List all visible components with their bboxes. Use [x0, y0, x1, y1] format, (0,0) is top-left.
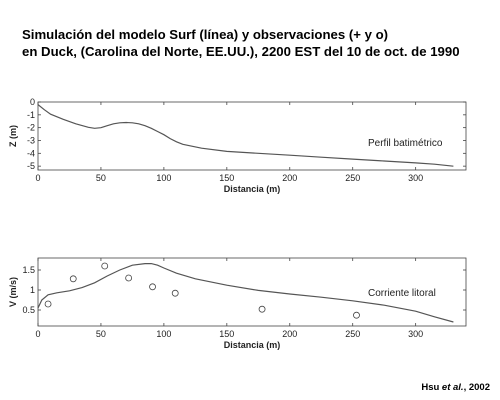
x-tick-label: 50	[96, 329, 106, 339]
x-tick-label: 0	[35, 173, 40, 183]
y-tick-label: -1	[27, 110, 35, 120]
y-tick-label: -3	[27, 135, 35, 145]
y-tick-label: -4	[27, 148, 35, 158]
x-tick-label: 100	[156, 329, 171, 339]
bathymetric-profile-chart: 0 50 100 150 200 250 300 0 -1 -2 -3 -4 -5 Distancia (…	[8, 97, 467, 194]
x-tick-label: 0	[35, 329, 40, 339]
chart-annotation: Perfil batimétrico	[368, 138, 443, 149]
y-tick-label: 0	[30, 97, 35, 107]
x-axis-label: Distancia (m)	[224, 340, 281, 350]
plot-frame	[37, 101, 467, 171]
observation-point	[125, 274, 133, 282]
title-line-1: Simulación del modelo Surf (línea) y obs…	[22, 27, 389, 42]
chart-annotation: Corriente litoral	[368, 288, 436, 299]
x-tick-label: 250	[345, 329, 360, 339]
x-tick-label: 300	[408, 173, 423, 183]
credit-etal: et al.	[441, 382, 464, 393]
x-tick-label: 100	[156, 173, 171, 183]
y-axis-label: Z (m)	[8, 125, 18, 147]
x-tick-label: 150	[219, 173, 234, 183]
x-axis-label: Distancia (m)	[224, 184, 281, 194]
y-tick-label: -5	[27, 161, 35, 171]
observation-point	[171, 289, 179, 297]
source-credit: Hsu et al., 2002	[421, 382, 490, 393]
observation-point	[101, 262, 109, 270]
y-tick-label: 1.5	[22, 265, 35, 275]
credit-year: , 2002	[463, 382, 490, 393]
longshore-current-chart: 0 50 100 150 200 250 300 0.5 1 1.5 Distancia (m) V …	[8, 257, 467, 350]
x-tick-label: 150	[219, 329, 234, 339]
title-line-2: en Duck, (Carolina del Norte, EE.UU.), 2…	[22, 44, 460, 59]
plot-frame	[37, 257, 467, 327]
x-tick-label: 300	[408, 329, 423, 339]
y-axis-label: V (m/s)	[8, 277, 18, 307]
y-tick-label: -2	[27, 123, 35, 133]
credit-author: Hsu	[421, 382, 440, 393]
x-tick-label: 250	[345, 173, 360, 183]
chart-title: Simulación del modelo Surf (línea) y obs…	[22, 26, 492, 60]
series-line	[37, 104, 454, 167]
y-tick-label: 1	[30, 285, 35, 295]
observation-point	[258, 305, 266, 313]
x-tick-label: 200	[282, 329, 297, 339]
y-tick-label: 0.5	[22, 305, 35, 315]
observation-point	[353, 311, 360, 319]
observation-point	[149, 283, 156, 291]
observation-point	[44, 300, 52, 308]
x-tick-label: 200	[282, 173, 297, 183]
series-line	[37, 263, 454, 323]
x-tick-label: 50	[96, 173, 106, 183]
observation-point	[69, 275, 77, 283]
